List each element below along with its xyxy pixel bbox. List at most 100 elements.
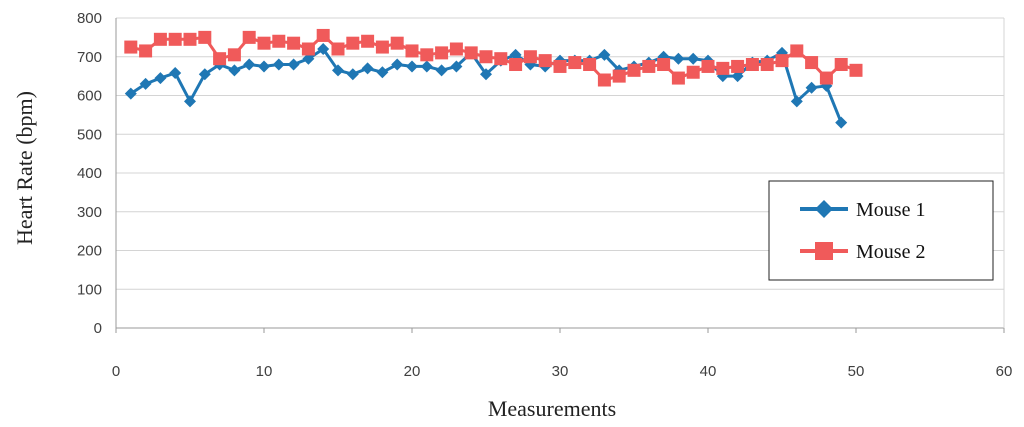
data-point (375, 40, 389, 54)
data-point (420, 48, 434, 62)
data-point (686, 65, 700, 79)
data-point (819, 71, 833, 85)
data-point (509, 58, 523, 71)
series-2 (124, 28, 863, 87)
grid-lines (116, 17, 1004, 329)
data-point (435, 64, 448, 77)
data-point (450, 60, 463, 73)
data-point (272, 58, 285, 71)
y-axis-title: Heart Rate (bpm) (12, 91, 37, 245)
data-point (331, 42, 345, 56)
data-point (716, 61, 730, 75)
x-tick-label: 50 (848, 363, 865, 380)
data-series (124, 28, 863, 129)
y-tick-label: 500 (77, 126, 102, 143)
data-point (523, 50, 537, 64)
data-point (494, 52, 508, 66)
x-tick-label: 30 (552, 363, 569, 380)
data-point (568, 56, 582, 70)
data-point (480, 68, 492, 81)
data-point (760, 58, 774, 71)
data-point (775, 54, 789, 68)
data-point (258, 60, 270, 73)
data-point (361, 62, 374, 75)
data-point (405, 44, 419, 58)
data-point (583, 58, 597, 71)
data-point (198, 30, 212, 44)
data-point (805, 81, 818, 94)
x-tick-label: 0 (112, 363, 120, 380)
data-point (449, 42, 463, 56)
data-point (287, 36, 301, 50)
data-point (302, 52, 315, 65)
legend: Mouse 1 Mouse 2 (768, 180, 994, 281)
y-tick-label: 600 (77, 88, 102, 105)
data-point (597, 73, 611, 87)
data-point (420, 60, 433, 73)
data-point (168, 32, 182, 46)
data-point (184, 95, 196, 108)
data-point (361, 34, 375, 48)
y-tick-label: 800 (77, 10, 102, 27)
data-point (228, 64, 241, 77)
data-point (243, 58, 256, 71)
data-point (198, 68, 211, 81)
data-point (124, 40, 138, 54)
data-point (731, 70, 744, 83)
data-point (479, 50, 493, 64)
data-point (301, 42, 315, 56)
axes (115, 18, 1005, 333)
data-point (317, 43, 330, 55)
data-point (391, 58, 404, 71)
y-tick-label: 700 (77, 49, 102, 66)
data-point (538, 54, 552, 68)
data-point (332, 64, 344, 77)
data-point (553, 59, 567, 73)
x-tick-label: 40 (700, 363, 717, 380)
legend-label-mouse-2: Mouse 2 (856, 241, 925, 263)
data-point (701, 59, 715, 73)
data-point (406, 60, 418, 73)
x-tick-label: 10 (256, 363, 273, 380)
data-point (316, 28, 330, 42)
y-tick-label: 0 (94, 320, 102, 337)
data-point (464, 46, 478, 60)
data-point (287, 58, 300, 71)
legend-marker-mouse-2 (815, 242, 833, 260)
x-tick-label: 20 (404, 363, 421, 380)
data-point (790, 95, 803, 108)
y-tick-label: 400 (77, 165, 102, 182)
y-tick-label: 300 (77, 204, 102, 221)
data-point (272, 34, 286, 48)
data-point (657, 58, 671, 71)
data-point (183, 32, 197, 46)
y-tick-labels: 0 100 200 300 400 500 600 700 800 (77, 10, 102, 337)
data-point (745, 58, 759, 71)
data-point (346, 36, 360, 50)
data-point (687, 52, 700, 65)
data-point (154, 72, 167, 85)
data-point (834, 58, 848, 71)
y-tick-label: 200 (77, 243, 102, 260)
data-point (169, 67, 182, 80)
data-point (790, 44, 804, 58)
legend-box (768, 180, 994, 281)
data-point (435, 46, 449, 60)
data-point (390, 36, 404, 50)
legend-marker-mouse-1 (815, 200, 833, 218)
x-tick-label: 60 (996, 363, 1013, 380)
data-point (139, 44, 153, 58)
data-point (731, 59, 745, 73)
data-point (805, 56, 819, 70)
data-point (612, 69, 626, 83)
data-point (509, 48, 522, 61)
data-point (139, 77, 152, 90)
data-point (642, 59, 656, 73)
data-point (672, 52, 685, 65)
data-point (124, 87, 137, 100)
y-tick-label: 100 (77, 281, 102, 298)
data-point (346, 68, 359, 81)
data-point (627, 63, 641, 77)
data-point (242, 30, 256, 44)
